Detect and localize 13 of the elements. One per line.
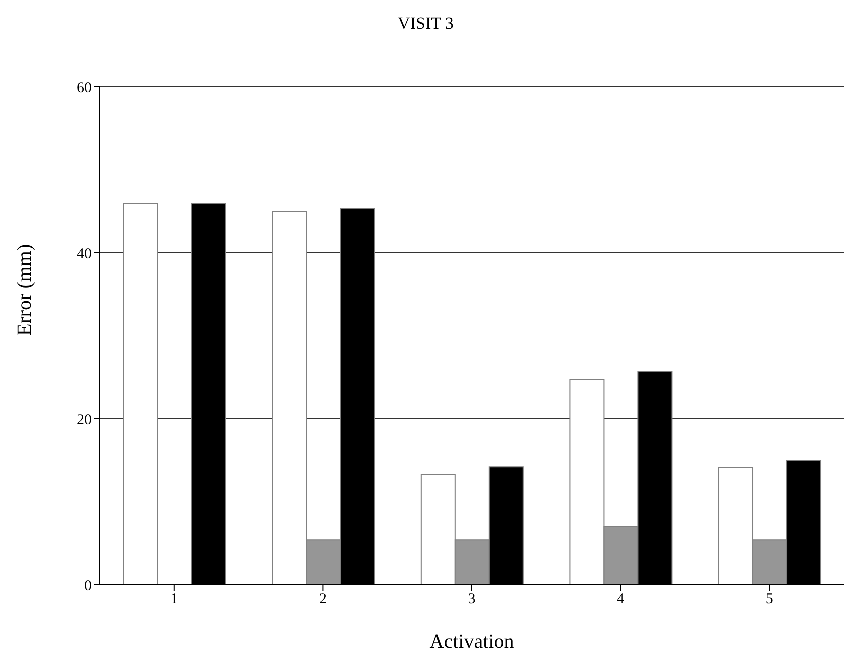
x-tick-label: 2 — [319, 592, 327, 608]
y-axis-title: Error (mm) — [14, 244, 36, 336]
chart-title: VISIT 3 — [397, 14, 455, 34]
x-axis-title: Activation — [430, 631, 514, 653]
y-tick-label: 0 — [84, 578, 92, 594]
x-tick-label: 1 — [170, 592, 178, 608]
y-tick-label: 60 — [77, 80, 92, 96]
x-tick-label: 4 — [617, 592, 626, 608]
x-tick-label: 3 — [468, 592, 476, 608]
y-tick-label: 40 — [77, 246, 92, 262]
y-tick-label: 20 — [77, 412, 92, 428]
x-tick-label: 5 — [766, 592, 774, 608]
bar — [123, 204, 158, 585]
